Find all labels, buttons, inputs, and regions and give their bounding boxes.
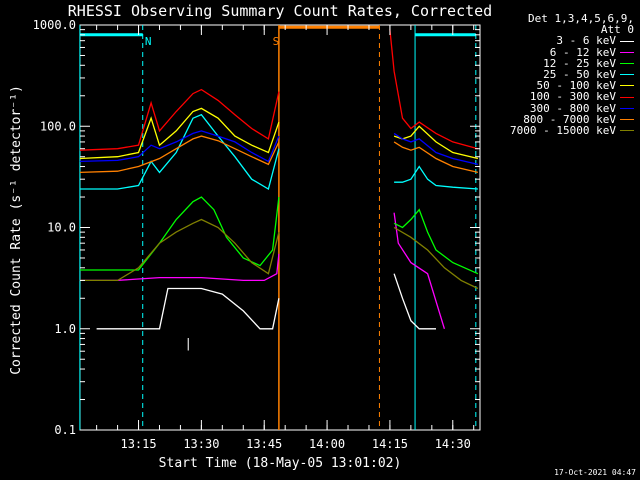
x-tick-label: 13:30 xyxy=(183,437,219,451)
y-tick-label: 1.0 xyxy=(54,322,76,336)
overlay-layer: N S | xyxy=(79,25,477,430)
series-layer xyxy=(79,29,479,330)
legend-swatch xyxy=(620,107,634,109)
legend-header-line-2: Att 0 xyxy=(600,23,634,37)
legend-swatch xyxy=(620,85,634,87)
legend-label: 25 - 50 keV xyxy=(543,68,616,82)
y-axis-label: Corrected Count Rate (s⁻¹ detector⁻¹) xyxy=(9,85,24,375)
legend: Det 1,3,4,5,6,9, Att 0 3 - 6 keV 6 - 12 k… xyxy=(510,13,634,136)
timestamp: 17-Oct-2021 04:47 xyxy=(554,468,636,477)
legend-swatch xyxy=(620,130,634,132)
legend-header-line-1: Det 1,3,4,5,6,9, xyxy=(528,12,634,25)
legend-label: 6 - 12 keV xyxy=(549,45,616,59)
y-tick-label: 10.0 xyxy=(47,221,76,235)
legend-swatch xyxy=(620,118,634,120)
legend-entry: 800 - 7000 keV xyxy=(510,114,634,125)
legend-label: 800 - 7000 keV xyxy=(523,112,616,126)
chart-title: RHESSI Observing Summary Count Rates, Co… xyxy=(68,2,492,20)
legend-swatch xyxy=(620,40,634,42)
series-line xyxy=(79,135,479,174)
legend-swatch xyxy=(620,51,634,53)
legend-label: 7000 - 15000 keV xyxy=(510,124,616,138)
legend-label: 100 - 300 keV xyxy=(529,90,616,104)
axes-frame xyxy=(79,24,481,431)
series-line xyxy=(79,218,479,290)
legend-entry: 6 - 12 keV xyxy=(510,45,634,59)
legend-entry: 50 - 100 keV xyxy=(510,80,634,91)
x-tick-label: 14:30 xyxy=(435,437,471,451)
interval-marker: N xyxy=(145,35,152,48)
x-tick-label: 13:45 xyxy=(246,437,282,451)
y-tick-label: 1000.0 xyxy=(33,18,76,32)
legend-entry: 25 - 50 keV xyxy=(510,69,634,80)
flag-mark: | xyxy=(185,337,192,351)
series-line xyxy=(96,273,436,330)
y-tick-label: 100.0 xyxy=(40,119,76,133)
legend-entry: 12 - 25 keV xyxy=(510,58,634,69)
series-line xyxy=(79,212,446,329)
legend-label: 300 - 800 keV xyxy=(529,101,616,115)
legend-label: 12 - 25 keV xyxy=(543,56,616,70)
legend-entry: 100 - 300 keV xyxy=(510,90,634,104)
legend-swatch xyxy=(620,74,634,76)
legend-label: 50 - 100 keV xyxy=(536,79,616,93)
x-tick-label: 14:00 xyxy=(309,437,345,451)
series-line xyxy=(79,113,478,190)
x-axis-label: Start Time (18-May-05 13:01:02) xyxy=(159,456,402,471)
legend-label: 3 - 6 keV xyxy=(556,34,616,48)
x-tick-label: 13:15 xyxy=(120,437,156,451)
legend-entry: 300 - 800 keV xyxy=(510,101,634,115)
series-line xyxy=(79,196,479,275)
legend-swatch xyxy=(620,62,634,64)
y-tick-label: 0.1 xyxy=(54,423,76,437)
legend-swatch xyxy=(620,96,634,98)
x-tick-label: 14:15 xyxy=(372,437,408,451)
legend-entry: 7000 - 15000 keV xyxy=(510,125,634,136)
plot-frame xyxy=(79,24,481,431)
interval-marker: S xyxy=(273,35,280,48)
legend-entry: 3 - 6 keV xyxy=(510,34,634,48)
series-line xyxy=(79,29,479,151)
series-line xyxy=(79,130,479,166)
tick-layer: 0.1 1.0 10.0 100.0 1000.0 13:15 13:30 13:45 14:0… xyxy=(33,18,480,451)
